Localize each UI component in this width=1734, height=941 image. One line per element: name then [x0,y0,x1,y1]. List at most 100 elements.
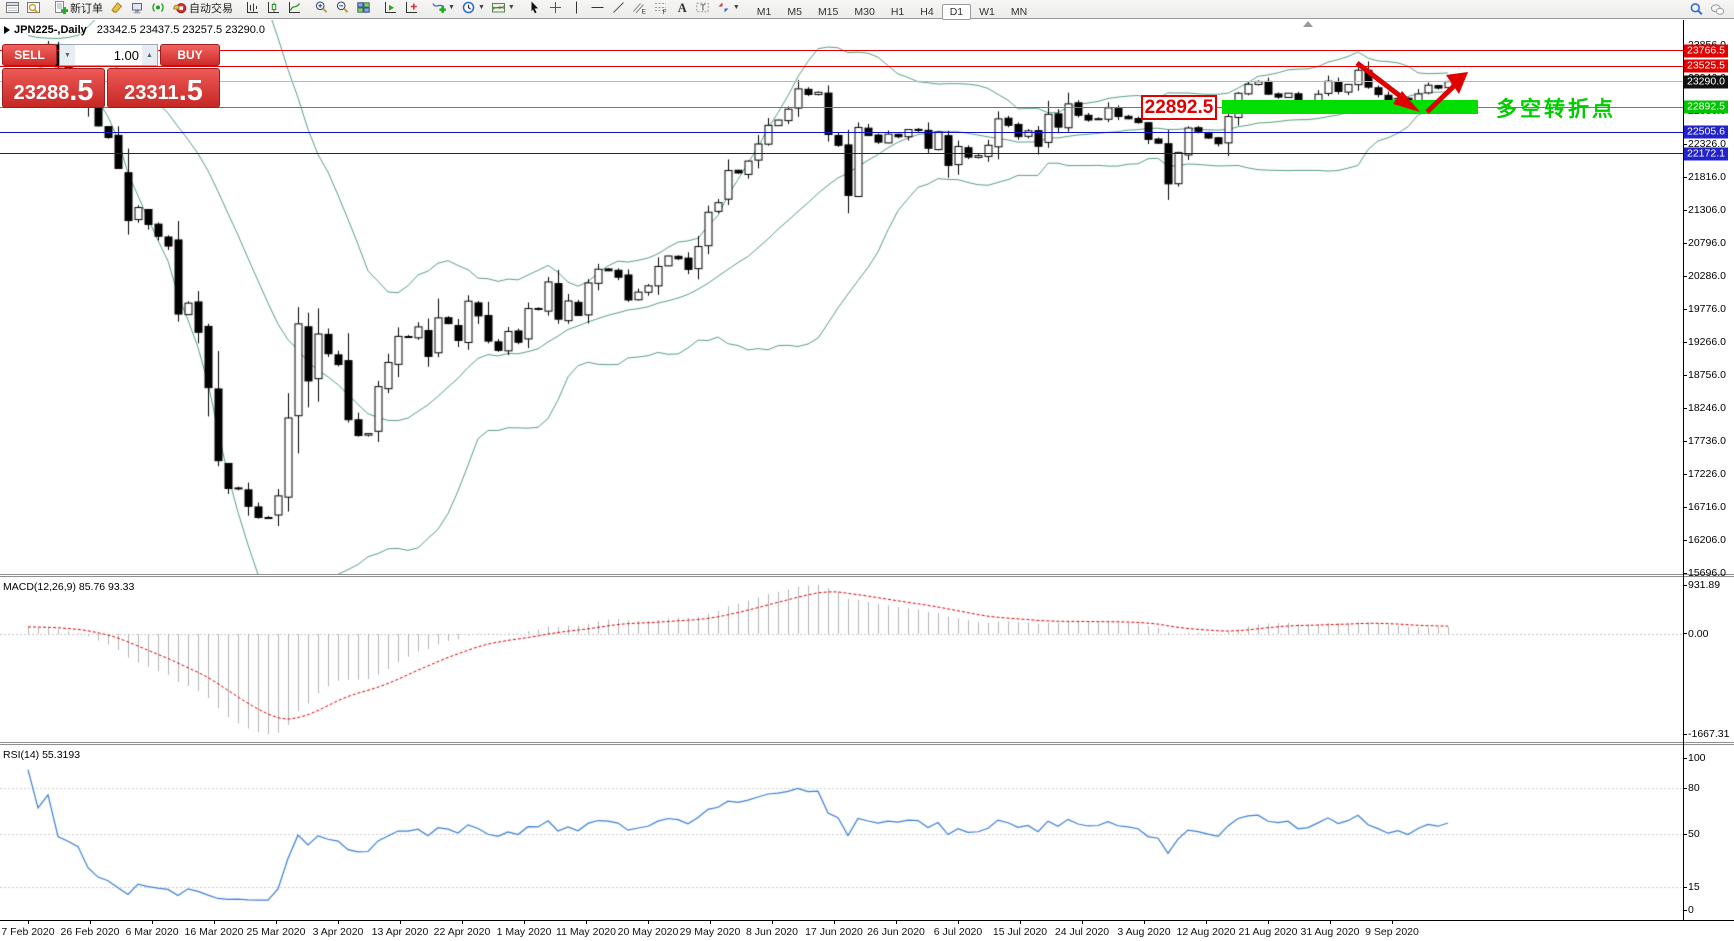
periods-button[interactable]: ▼ [458,0,488,17]
market-watch-icon[interactable] [23,0,44,17]
buy-price-box[interactable]: 23311 .5 [107,68,220,108]
equidistant-channel-tool-icon[interactable]: E [629,0,650,17]
date-tick [524,920,525,924]
timeframe-d1[interactable]: D1 [941,4,972,20]
timeframe-mn[interactable]: MN [1010,6,1028,18]
arrows-tool-icon[interactable]: ▼ [713,0,743,17]
arrows-tool-icon [718,2,729,13]
symbol-period-label: JPN225-,Daily [14,24,87,36]
hline-22505.6[interactable] [0,132,1683,133]
chat-icon [1710,3,1725,15]
pane-splitter-macd[interactable] [0,574,1734,575]
date-tick [958,920,959,924]
volume-input[interactable] [75,45,142,65]
chat-icon[interactable] [1707,0,1728,19]
dropdown-caret-icon[interactable]: ▼ [477,4,485,11]
date-tick [1144,920,1145,924]
new-order-button[interactable]: 新订单 [50,0,106,17]
signals-icon [152,3,164,12]
bar-chart-mode-icon[interactable] [242,0,263,17]
date-tick [1020,920,1021,924]
fibonacci-tool-icon[interactable]: F [650,0,671,17]
auto-trading-button[interactable]: 自动交易 [169,0,236,17]
bar-chart-mode-icon [247,2,258,13]
timeframe-m5[interactable]: M5 [787,6,802,18]
price-tick [1683,144,1687,145]
sell-button[interactable]: SELL [2,44,57,66]
auto-trading-button-label: 自动交易 [189,2,233,15]
price-tick [1683,441,1687,442]
timeframe-m30[interactable]: M30 [854,6,875,18]
timeframe-m15[interactable]: M15 [817,6,839,18]
terminal-window-icon[interactable] [127,0,148,17]
sell-price-box[interactable]: 23288 .5 [2,68,106,108]
templates-button[interactable]: ▼ [488,0,518,17]
dropdown-caret-icon[interactable]: ▼ [732,4,740,11]
zoom-out-icon[interactable] [332,0,353,17]
date-tick-label: 17 Jun 2020 [805,926,863,938]
vertical-line-tool-icon[interactable] [566,0,587,17]
dropdown-caret-icon[interactable]: ▼ [507,4,515,11]
support-zone-rectangle[interactable] [1222,100,1478,114]
volume-increase-button[interactable]: ▲ [142,45,157,65]
volume-decrease-button[interactable]: ▼ [60,45,75,65]
price-tick [1683,375,1687,376]
search-icon[interactable] [1686,0,1707,19]
price-tick [1683,408,1687,409]
text-tool-icon[interactable]: A [671,0,692,17]
hline-23525.5[interactable] [0,66,1683,67]
date-tick-label: 15 Jul 2020 [992,926,1048,938]
buy-button[interactable]: BUY [160,44,220,66]
turning-point-label[interactable]: 多空转折点 [1496,98,1616,121]
chart-shift-icon[interactable] [401,0,422,17]
date-tick [834,920,835,924]
cursor-tool-icon [531,1,538,14]
date-tick [28,920,29,924]
price-tick [1683,540,1687,541]
price-tick-label: 18756.0 [1688,369,1726,381]
cursor-tool-icon[interactable] [524,0,545,17]
chart-shift-marker[interactable] [1303,21,1313,27]
signals-icon[interactable] [148,0,169,17]
date-tick [1392,920,1393,924]
date-tick [1268,920,1269,924]
equidistant-channel-tool-icon: E [632,3,646,15]
trendline-tool-icon[interactable] [608,0,629,17]
text-label-tool-icon[interactable]: T [692,0,713,17]
price-tick [1683,210,1687,211]
candlestick-mode-icon[interactable] [263,0,284,17]
indicators-list-button[interactable]: ▼ [428,0,458,17]
timeframe-w1[interactable]: W1 [979,6,995,18]
price-tick-label: 17736.0 [1688,435,1726,447]
timeframe-m1[interactable]: M1 [756,6,772,18]
tile-windows-icon [357,2,370,13]
crosshair-tool-icon[interactable] [545,0,566,17]
hline-23766.5[interactable] [0,50,1683,51]
date-tick-label: 7 Feb 2020 [1,926,55,938]
chart-shift-icon [406,2,417,13]
fibonacci-tool-icon: F [654,3,666,15]
timeframe-h1[interactable]: H1 [890,6,905,18]
price-tick [1683,342,1687,343]
horizontal-line-tool-icon[interactable] [587,0,608,17]
horizontal-line-tool-icon [591,7,604,8]
hline-22172.1[interactable] [0,153,1683,154]
macd-pane[interactable] [0,577,1683,742]
level-price-callout[interactable]: 22892.5 [1141,95,1217,120]
auto-scroll-icon[interactable] [380,0,401,17]
symbol-menu-icon[interactable] [4,26,10,34]
tile-windows-icon[interactable] [353,0,374,17]
styler-icon[interactable] [106,0,127,17]
zoom-out-icon [336,1,349,13]
hline-22892.5[interactable] [0,107,1683,108]
rsi-pane[interactable] [0,745,1683,920]
timeframe-h4[interactable]: H4 [920,6,934,18]
auto-scroll-icon [385,2,396,13]
dropdown-caret-icon[interactable]: ▼ [448,4,455,11]
hline-23290[interactable] [0,81,1683,82]
zoom-in-icon[interactable] [311,0,332,17]
line-chart-mode-icon[interactable] [284,0,305,17]
chart-window-icon[interactable] [2,0,23,17]
date-tick-label: 12 Aug 2020 [1176,926,1236,938]
pane-splitter-rsi[interactable] [0,742,1734,743]
